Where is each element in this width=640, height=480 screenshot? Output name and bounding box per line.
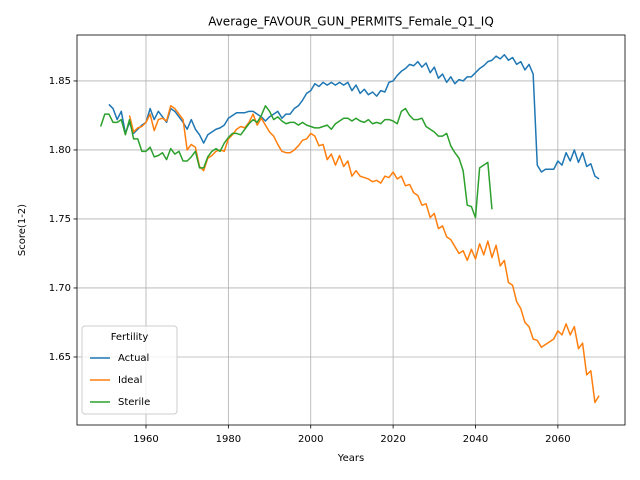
legend-label: Sterile	[118, 397, 150, 408]
x-tick-label: 2020	[380, 434, 405, 445]
x-axis-label: Years	[337, 453, 364, 464]
x-tick-label: 1960	[133, 434, 158, 445]
series-line	[99, 105, 493, 219]
legend-label: Ideal	[118, 375, 142, 386]
plot-frame	[76, 34, 626, 426]
x-tick-label: 2040	[463, 434, 488, 445]
legend-label: Actual	[118, 353, 149, 364]
y-tick-label: 1.70	[49, 283, 71, 294]
y-tick-label: 1.65	[49, 352, 71, 363]
series-line	[108, 53, 600, 180]
y-tick-label: 1.85	[49, 76, 71, 87]
x-tick-label: 2000	[298, 434, 323, 445]
x-tick-label: 1980	[216, 434, 241, 445]
chart-title: Average_FAVOUR_GUN_PERMITS_Female_Q1_IQ	[208, 15, 494, 29]
y-tick-label: 1.80	[49, 145, 71, 156]
legend-title: Fertility	[111, 332, 149, 343]
legend-box	[81, 325, 178, 415]
x-tick-label: 2060	[545, 434, 570, 445]
y-tick-label: 1.75	[49, 214, 71, 225]
y-axis-label: Score(1-2)	[17, 204, 28, 256]
